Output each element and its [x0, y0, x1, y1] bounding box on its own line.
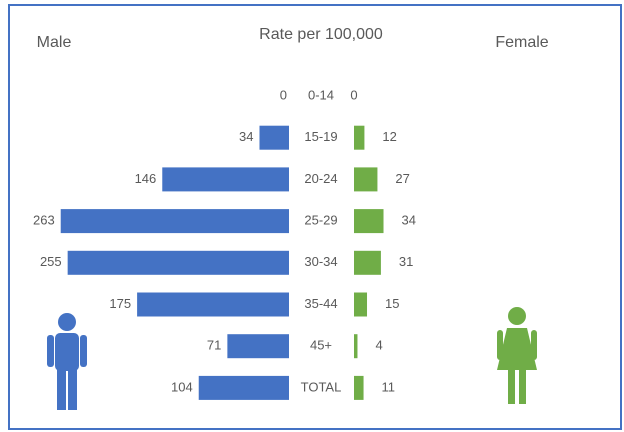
value-label-male: 71 [207, 338, 221, 353]
value-label-male: 255 [40, 254, 62, 269]
legend-female: Female [495, 34, 548, 51]
category-label: 15-19 [304, 129, 337, 144]
category-label: 35-44 [304, 296, 337, 311]
value-label-female: 15 [385, 296, 399, 311]
value-label-male: 34 [239, 129, 253, 144]
value-label-male: 146 [135, 171, 157, 186]
category-label: 20-24 [304, 171, 337, 186]
value-label-female: 12 [382, 129, 396, 144]
category-label: 25-29 [304, 213, 337, 228]
bar-male [60, 209, 289, 234]
male-icon [47, 313, 87, 410]
value-label-male: 104 [171, 379, 193, 394]
value-label-female: 31 [399, 254, 413, 269]
category-label: TOTAL [301, 379, 342, 394]
value-label-male: 263 [33, 213, 55, 228]
bar-male [162, 167, 289, 192]
chart-title: Rate per 100,000 [259, 26, 383, 43]
female-icon [497, 307, 537, 404]
bar-male [259, 125, 289, 150]
category-label: 45+ [310, 338, 332, 353]
bar-female [354, 125, 365, 150]
value-label-male: 175 [109, 296, 131, 311]
bar-male [227, 334, 289, 359]
category-label: 30-34 [304, 254, 337, 269]
bar-female [354, 209, 384, 234]
legend-male: Male [37, 34, 72, 51]
bar-male [137, 292, 289, 317]
bar-male [198, 375, 289, 400]
bar-female [354, 167, 378, 192]
bar-female [354, 334, 358, 359]
bar-male [67, 250, 289, 275]
bar-female [354, 250, 381, 275]
value-label-male: 0 [280, 87, 287, 102]
category-label: 0-14 [308, 87, 334, 102]
value-label-female: 0 [350, 87, 357, 102]
bar-female [354, 292, 368, 317]
value-label-female: 11 [382, 379, 396, 394]
value-label-female: 34 [402, 213, 416, 228]
value-label-female: 4 [375, 338, 382, 353]
value-label-female: 27 [395, 171, 409, 186]
bar-female [354, 375, 364, 400]
